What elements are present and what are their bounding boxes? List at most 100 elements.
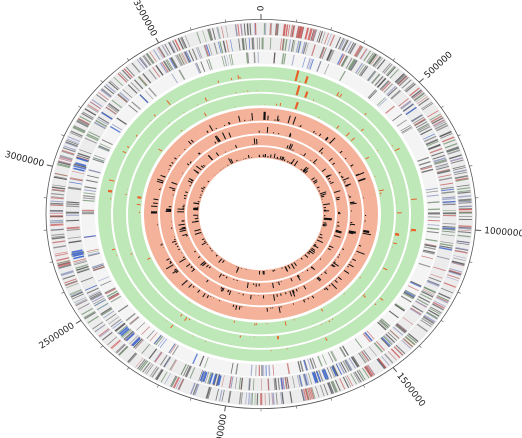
gene-mark [439, 246, 453, 251]
gene-mark [74, 296, 86, 304]
gene-mark [423, 286, 436, 293]
signal-peak [185, 235, 188, 237]
gene-mark [353, 45, 362, 57]
gene-mark [148, 87, 157, 97]
gene-mark [413, 91, 424, 100]
gene-mark [457, 189, 471, 193]
gene-mark [212, 28, 216, 40]
gene-mark [213, 373, 218, 386]
gene-mark [443, 282, 456, 288]
gene-mark [405, 336, 416, 346]
signal-peak [321, 168, 326, 172]
gene-mark [421, 168, 434, 174]
gene-mark [221, 55, 225, 67]
peaks-green-1 [107, 70, 417, 352]
signal-peak [336, 225, 340, 227]
gene-mark [54, 175, 67, 179]
signal-peak-high [304, 76, 309, 84]
gene-mark [420, 319, 432, 328]
gene-mark [389, 68, 399, 79]
gene-mark [179, 69, 186, 80]
signal-peak [297, 274, 300, 278]
signal-peak [232, 304, 235, 308]
gene-mark [385, 105, 395, 114]
gene-mark [69, 178, 83, 182]
signal-peak [308, 250, 311, 253]
gene-mark [138, 76, 148, 87]
gene-mark [311, 357, 317, 369]
signal-peak [202, 293, 206, 298]
gene-mark [448, 270, 462, 276]
gene-mark [356, 46, 364, 58]
gene-mark [292, 376, 295, 388]
gene-mark [379, 319, 390, 328]
gene-mark [290, 25, 294, 37]
gene-mark [144, 90, 154, 99]
gene-mark [117, 93, 129, 103]
gene-mark [298, 41, 302, 53]
gene-mark [97, 116, 110, 124]
gene-mark [164, 60, 171, 72]
gene-mark [71, 293, 84, 300]
gene-mark [449, 267, 463, 273]
gene-mark [311, 44, 316, 56]
signal-peak [126, 146, 130, 148]
gene-mark [308, 372, 313, 385]
gene-mark [368, 71, 377, 82]
gene-mark [93, 266, 105, 271]
signal-peak [289, 291, 293, 297]
gene-mark [125, 66, 135, 77]
signal-peak-high [107, 189, 113, 193]
signal-peak [163, 175, 166, 178]
gene-mark [127, 352, 137, 363]
signal-peak [311, 247, 316, 251]
signal-peak [337, 276, 342, 281]
gene-mark [131, 62, 141, 73]
gene-mark [74, 260, 87, 266]
gene-mark [438, 292, 451, 299]
gene-mark [169, 41, 176, 53]
gene-mark [169, 57, 176, 69]
gene-mark [100, 89, 112, 98]
gene-mark [374, 342, 384, 353]
signal-peak [313, 181, 318, 184]
gene-mark [101, 111, 113, 120]
signal-peak [330, 283, 338, 290]
gene-mark [455, 177, 469, 181]
gene-mark [408, 333, 419, 342]
signal-peak-high [323, 217, 332, 221]
signal-peak [326, 174, 332, 178]
gene-mark [62, 274, 76, 280]
gene-mark [339, 38, 346, 50]
gene-mark [57, 163, 71, 168]
gene-mark [458, 195, 472, 198]
gene-mark [426, 281, 439, 287]
signal-peak [165, 264, 174, 270]
signal-peak [273, 153, 276, 159]
gene-mark [110, 339, 121, 349]
signal-peak [296, 275, 301, 281]
gene-mark [76, 156, 90, 161]
axis-minor-tick [330, 397, 333, 401]
signal-peak [225, 276, 228, 279]
gene-mark [82, 111, 94, 119]
gene-mark [276, 23, 279, 36]
signal-peak [282, 156, 285, 161]
gene-mark [285, 24, 289, 37]
gene-mark [383, 63, 393, 74]
gene-mark [83, 195, 96, 198]
gene-mark [76, 157, 88, 162]
gene-mark [295, 40, 300, 53]
gene-mark [66, 138, 80, 144]
gene-mark [234, 377, 238, 389]
gene-mark [458, 199, 472, 202]
gene-mark [145, 53, 154, 65]
gene-mark [397, 322, 408, 332]
gene-mark [351, 356, 359, 368]
gene-mark [307, 28, 312, 41]
gene-mark [364, 366, 373, 377]
gene-mark [401, 126, 413, 133]
gene-mark [72, 126, 86, 133]
gene-mark [206, 386, 211, 399]
gene-mark [302, 57, 306, 68]
